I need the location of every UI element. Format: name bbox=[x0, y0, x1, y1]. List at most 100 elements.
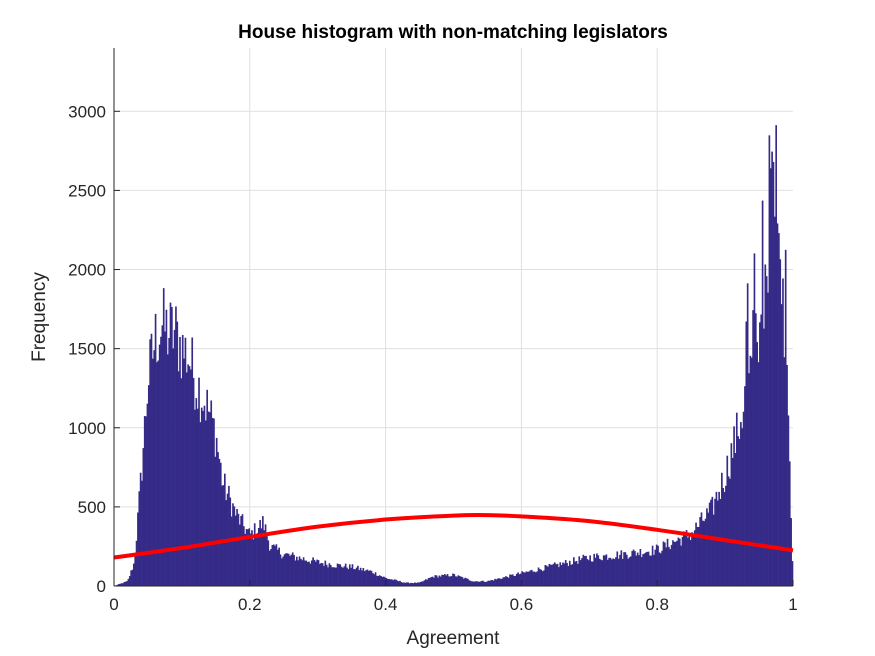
histogram-bar bbox=[344, 563, 347, 586]
histogram-bar bbox=[247, 529, 249, 586]
histogram-bar bbox=[198, 377, 200, 586]
histogram-bar bbox=[520, 573, 522, 586]
histogram-bar bbox=[490, 580, 492, 586]
histogram-bar bbox=[601, 560, 604, 586]
histogram-bar bbox=[476, 581, 479, 586]
histogram-bar bbox=[547, 566, 549, 586]
plot-area: 0 0.2 0.4 0.6 0.8 1 0 500 1000 1500 2000 2500 3000 bbox=[68, 48, 798, 614]
histogram-bar bbox=[286, 553, 289, 586]
histogram-bar bbox=[342, 567, 344, 586]
histogram-bar bbox=[522, 572, 525, 586]
histogram-bar bbox=[276, 549, 279, 586]
histogram-bar bbox=[469, 580, 472, 586]
histogram-bar bbox=[419, 581, 422, 586]
histogram-bar bbox=[412, 583, 415, 586]
histogram-bar bbox=[191, 337, 194, 586]
histogram-bar bbox=[534, 572, 537, 586]
histogram-bar bbox=[657, 545, 659, 586]
histogram-bar bbox=[367, 570, 370, 586]
histogram-bar bbox=[764, 264, 767, 586]
histogram-bar bbox=[691, 532, 693, 586]
histogram-bar bbox=[380, 575, 382, 586]
histogram-bar bbox=[160, 336, 162, 586]
histogram-bar bbox=[445, 575, 448, 586]
histogram-bar bbox=[328, 563, 331, 586]
histogram-bar bbox=[529, 570, 532, 586]
histogram-bar bbox=[556, 563, 559, 586]
histogram-bar bbox=[225, 500, 228, 586]
histogram-bar bbox=[420, 581, 423, 586]
histogram-bar bbox=[399, 580, 401, 586]
histogram-bar bbox=[365, 570, 367, 586]
histogram-bar bbox=[217, 452, 219, 586]
histogram-bar bbox=[697, 526, 700, 586]
histogram-bar bbox=[586, 559, 589, 586]
histogram-bar bbox=[335, 567, 338, 586]
histogram-bar bbox=[484, 581, 487, 586]
histogram-bar bbox=[245, 528, 248, 586]
histogram-bar bbox=[590, 561, 593, 586]
histogram-bar bbox=[391, 579, 393, 586]
histogram-bar bbox=[249, 533, 252, 586]
histogram-bar bbox=[473, 581, 476, 586]
histogram-bar bbox=[552, 563, 555, 586]
histogram-bar bbox=[300, 558, 302, 586]
histogram-bar bbox=[740, 422, 742, 586]
histogram-bar bbox=[234, 515, 237, 586]
histogram-bar bbox=[323, 565, 325, 586]
histogram-bar bbox=[609, 557, 612, 586]
histogram-bar bbox=[461, 577, 464, 586]
histogram-bar bbox=[232, 503, 234, 586]
histogram-bar bbox=[670, 544, 673, 586]
x-axis-label: Agreement bbox=[407, 628, 501, 649]
histogram-bar bbox=[306, 562, 309, 586]
histogram-bar bbox=[202, 410, 204, 586]
histogram-bar bbox=[130, 570, 132, 586]
histogram-bar bbox=[449, 576, 452, 586]
histogram-bar bbox=[453, 574, 456, 586]
histogram-bar bbox=[452, 573, 454, 586]
histogram-bar bbox=[750, 357, 753, 586]
histogram-bar bbox=[681, 536, 684, 586]
histogram-bar bbox=[248, 528, 251, 586]
histogram-bar bbox=[719, 498, 722, 586]
histogram-bar bbox=[505, 576, 507, 586]
histogram-bar bbox=[757, 362, 760, 586]
histogram-bar bbox=[729, 478, 731, 586]
histogram-bar bbox=[780, 304, 783, 586]
axes bbox=[113, 48, 794, 587]
histogram-bar bbox=[776, 223, 779, 586]
histogram-bar bbox=[327, 567, 329, 586]
histogram-bar bbox=[672, 540, 674, 586]
histogram-bar bbox=[495, 579, 498, 586]
histogram-bar bbox=[385, 578, 388, 586]
histogram-bar bbox=[233, 506, 236, 586]
histogram-bar bbox=[509, 574, 511, 586]
histogram-bar bbox=[153, 350, 156, 586]
x-tick-label: 1 bbox=[788, 595, 797, 614]
histogram-bar bbox=[161, 325, 164, 586]
histogram-bar bbox=[623, 552, 625, 586]
histogram-bar bbox=[483, 581, 486, 586]
histogram-bar bbox=[181, 334, 184, 586]
histogram-bar bbox=[606, 559, 609, 586]
histogram-bar bbox=[146, 403, 149, 586]
histogram-bar bbox=[530, 569, 533, 586]
histogram-bar bbox=[555, 564, 558, 586]
histogram-bar bbox=[414, 582, 416, 586]
histogram-bar bbox=[578, 556, 581, 586]
histogram-bar bbox=[147, 385, 150, 586]
histogram-bar bbox=[426, 579, 428, 586]
histogram-bar bbox=[506, 576, 509, 586]
histogram-bar bbox=[716, 500, 719, 586]
histogram-bar bbox=[597, 555, 600, 586]
histogram-bar bbox=[171, 306, 173, 586]
histogram-bar bbox=[382, 576, 385, 586]
histogram-bar bbox=[498, 578, 500, 586]
histogram-bar bbox=[501, 578, 503, 586]
histogram-bar bbox=[486, 581, 488, 586]
histogram-bar bbox=[116, 584, 119, 586]
histogram-bar bbox=[184, 337, 187, 586]
histogram-bar bbox=[384, 577, 386, 586]
histogram-bar bbox=[308, 561, 310, 586]
